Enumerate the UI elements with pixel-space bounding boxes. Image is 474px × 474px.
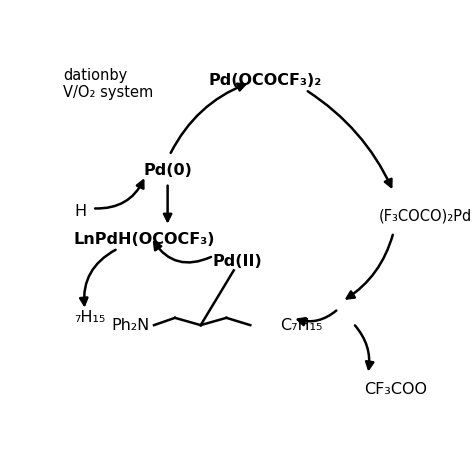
FancyArrowPatch shape <box>308 91 392 187</box>
Text: ₇H₁₅: ₇H₁₅ <box>74 310 105 325</box>
Text: (F₃COCO)₂Pd: (F₃COCO)₂Pd <box>379 208 472 223</box>
Text: H: H <box>74 204 86 219</box>
FancyArrowPatch shape <box>298 310 337 325</box>
Text: C₇H₁₅: C₇H₁₅ <box>280 318 322 333</box>
FancyArrowPatch shape <box>355 325 374 369</box>
FancyArrowPatch shape <box>95 181 144 209</box>
Text: LnPdH(OCOCF₃): LnPdH(OCOCF₃) <box>74 232 216 247</box>
FancyArrowPatch shape <box>347 235 393 299</box>
Text: dationby
V/O₂ system: dationby V/O₂ system <box>63 68 153 100</box>
FancyArrowPatch shape <box>80 250 116 305</box>
Text: Ph₂N: Ph₂N <box>111 318 149 333</box>
FancyArrowPatch shape <box>171 84 245 153</box>
Text: CF₃COO: CF₃COO <box>364 382 427 397</box>
Text: Pd(0): Pd(0) <box>143 163 192 178</box>
FancyArrowPatch shape <box>164 186 171 221</box>
Text: Pd(OCOCF₃)₂: Pd(OCOCF₃)₂ <box>209 73 321 88</box>
Text: Pd(II): Pd(II) <box>212 254 262 269</box>
FancyArrowPatch shape <box>154 242 211 263</box>
